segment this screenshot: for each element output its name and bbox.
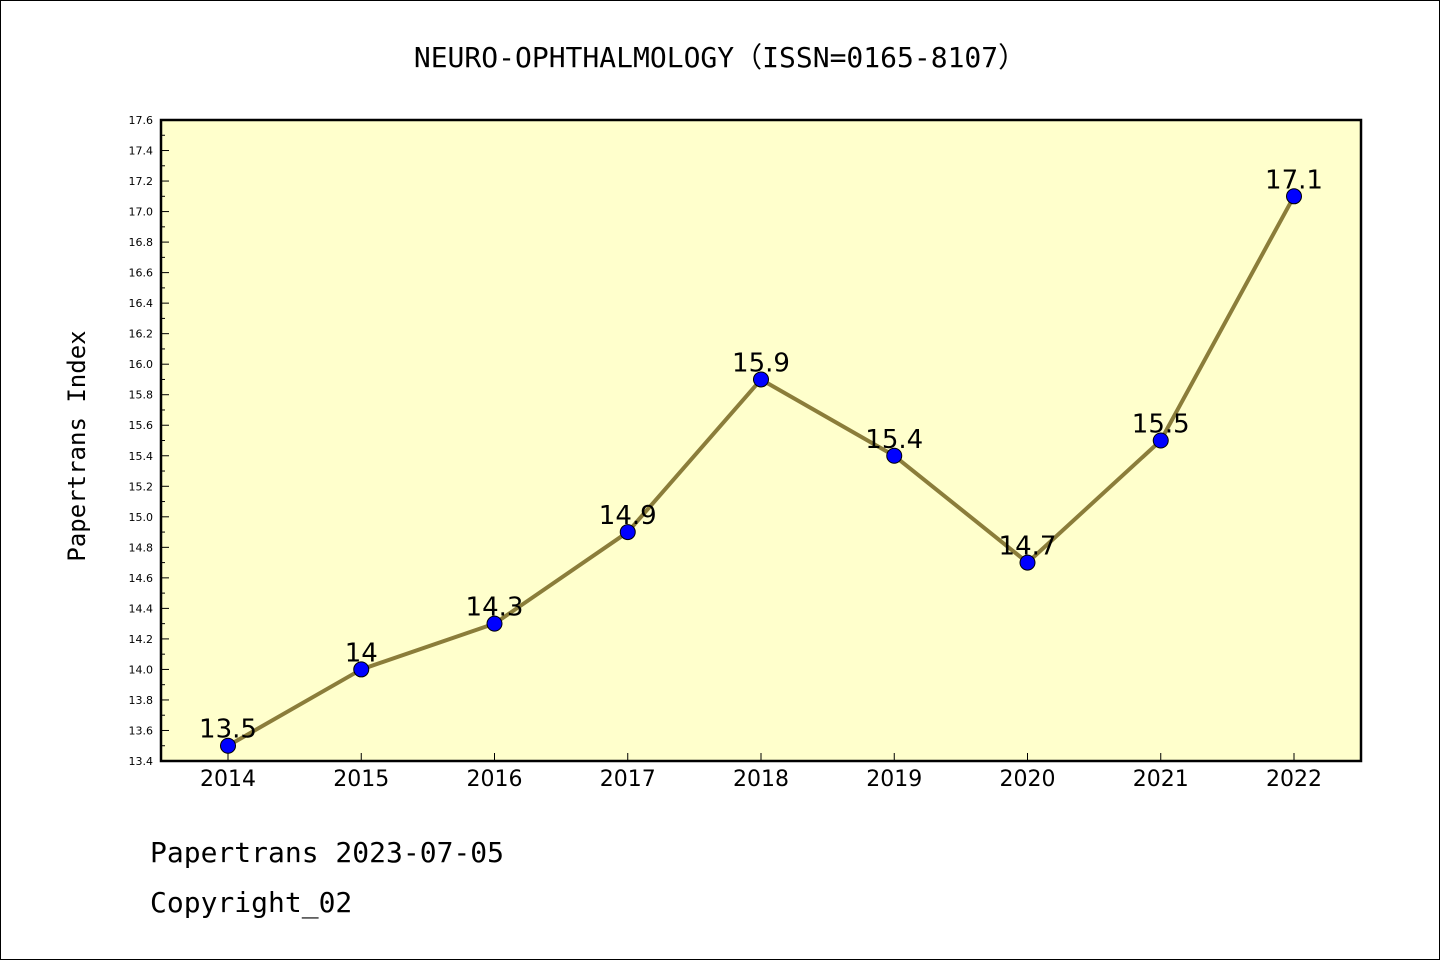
y-tick-label: 16.6 xyxy=(129,267,154,280)
data-label: 14 xyxy=(345,638,378,668)
y-tick-label: 13.8 xyxy=(129,694,154,707)
x-tick-label: 2019 xyxy=(866,767,922,792)
y-tick-label: 16.0 xyxy=(129,358,154,371)
y-tick-label: 16.8 xyxy=(129,236,154,249)
data-label: 14.7 xyxy=(999,532,1057,562)
y-tick-label: 17.2 xyxy=(129,175,154,188)
y-tick-label: 15.2 xyxy=(129,480,154,493)
data-label: 14.3 xyxy=(466,593,524,623)
y-axis-label: Papertrans Index xyxy=(63,330,91,561)
data-label: 15.4 xyxy=(865,425,923,455)
series-group: 13.5 14 14.3 14.9 15.9 15.4 14.7 15.5 17.1 xyxy=(199,165,1323,754)
plot-area xyxy=(161,120,1361,761)
data-point xyxy=(619,524,636,541)
x-tick-label: 2021 xyxy=(1133,767,1189,792)
chart-title: NEURO-OPHTHALMOLOGY（ISSN=0165-8107） xyxy=(413,41,1027,74)
y-tick-label: 15.4 xyxy=(129,450,154,463)
y-tick-label: 17.6 xyxy=(129,114,154,127)
y-axis-ticks: 13.4 13.6 13.8 14.0 14.2 14.4 14.6 14.8 15.0 15.2… xyxy=(129,114,169,768)
x-tick-label: 2022 xyxy=(1266,767,1322,792)
y-tick-label: 13.6 xyxy=(129,724,154,737)
data-point xyxy=(486,615,503,632)
y-tick-label: 16.4 xyxy=(129,297,154,310)
x-tick-label: 2018 xyxy=(733,767,789,792)
y-tick-label: 15.6 xyxy=(129,419,154,432)
footer-copyright: Copyright_02 xyxy=(150,886,353,919)
x-tick-label: 2016 xyxy=(467,767,523,792)
data-point xyxy=(220,737,236,754)
data-point xyxy=(753,371,769,388)
plot-border xyxy=(159,118,1363,763)
y-tick-label: 15.0 xyxy=(129,511,154,524)
data-point xyxy=(353,661,370,678)
data-point xyxy=(886,447,903,464)
x-tick-label: 2020 xyxy=(1000,767,1056,792)
y-tick-label: 17.4 xyxy=(129,145,154,158)
x-tick-label: 2014 xyxy=(200,767,256,792)
data-point xyxy=(1286,188,1302,205)
footer-date: Papertrans 2023-07-05 xyxy=(150,836,505,869)
x-tick-label: 2017 xyxy=(600,767,656,792)
y-tick-label: 14.4 xyxy=(129,602,154,615)
data-point xyxy=(1019,554,1036,571)
data-label: 15.5 xyxy=(1132,410,1190,440)
y-tick-label: 13.4 xyxy=(129,755,154,768)
x-axis-ticks: 2014 2015 2016 2017 2018 2019 2020 2021 2022 xyxy=(200,753,1322,792)
data-point xyxy=(1152,432,1169,449)
y-tick-label: 17.0 xyxy=(129,206,154,219)
data-label: 14.9 xyxy=(599,501,657,531)
y-tick-label: 15.8 xyxy=(129,389,154,402)
y-tick-label: 14.0 xyxy=(129,663,154,676)
y-tick-label: 14.6 xyxy=(129,572,154,585)
x-tick-label: 2015 xyxy=(333,767,389,792)
y-tick-label: 14.8 xyxy=(129,541,154,554)
y-tick-label: 14.2 xyxy=(129,633,154,646)
data-label: 17.1 xyxy=(1265,165,1323,195)
y-tick-label: 16.2 xyxy=(129,328,154,341)
data-label: 15.9 xyxy=(732,348,790,378)
data-label: 13.5 xyxy=(199,715,257,745)
